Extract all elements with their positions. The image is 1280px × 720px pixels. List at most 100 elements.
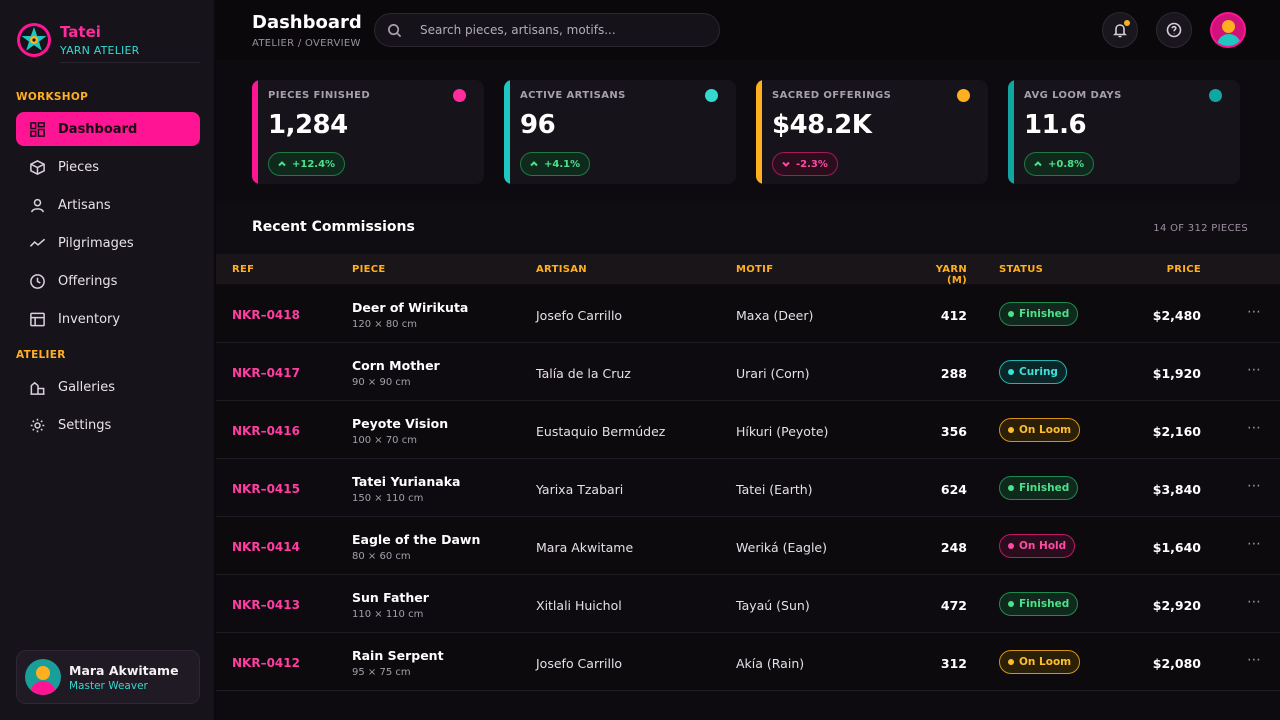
- grid-icon: [28, 120, 46, 138]
- row-ref[interactable]: NKR–0414: [232, 540, 300, 554]
- table-row[interactable]: NKR–0414 Eagle of the Dawn 80 × 60 cm Mara …: [216, 517, 1280, 575]
- user-name: Mara Akwitame: [69, 662, 179, 678]
- sidebar-item-label: Pilgrimages: [58, 235, 134, 251]
- more-options-icon[interactable]: ⋯: [1247, 536, 1261, 552]
- row-piece-name: Peyote Vision: [352, 416, 449, 431]
- sidebar-item-pilgrimages[interactable]: Pilgrimages: [16, 226, 200, 260]
- row-ref[interactable]: NKR–0412: [232, 656, 300, 670]
- help-button[interactable]: [1156, 12, 1192, 48]
- user-icon: [28, 196, 46, 214]
- brand[interactable]: Tatei YARN ATELIER: [0, 0, 214, 64]
- bell-icon: [1113, 24, 1127, 38]
- column-header-motif[interactable]: MOTIF: [736, 264, 774, 275]
- stat-card-sacred-offerings: SACRED OFFERINGS $48.2K -2.3%: [756, 80, 988, 184]
- more-options-icon[interactable]: ⋯: [1247, 420, 1261, 436]
- column-header-artisan[interactable]: ARTISAN: [536, 264, 587, 275]
- row-yarn: 288: [940, 366, 967, 381]
- row-ref[interactable]: NKR–0418: [232, 308, 300, 322]
- status-dot: [1008, 311, 1014, 317]
- trend-icon: [28, 234, 46, 252]
- stat-indicator-dot: [957, 89, 970, 102]
- row-motif: Maxa (Deer): [736, 308, 814, 323]
- sidebar-item-inventory[interactable]: Inventory: [16, 302, 200, 336]
- row-piece-dimensions: 150 × 110 cm: [352, 493, 424, 504]
- stat-card-pieces-finished: PIECES FINISHED 1,284 +12.4%: [252, 80, 484, 184]
- account-avatar[interactable]: [1210, 12, 1246, 48]
- row-yarn: 248: [940, 540, 967, 555]
- status-dot: [1008, 659, 1014, 665]
- sidebar-item-offerings[interactable]: Offerings: [16, 264, 200, 298]
- row-piece-name: Rain Serpent: [352, 648, 444, 663]
- column-header-yarn[interactable]: YARN (M): [935, 264, 967, 286]
- row-piece-dimensions: 100 × 70 cm: [352, 435, 417, 446]
- card-accent: [504, 80, 510, 184]
- arrow-up-icon: [278, 161, 286, 167]
- stat-delta-badge: +12.4%: [268, 152, 346, 176]
- status-badge: Finished: [999, 592, 1079, 616]
- row-artisan: Talía de la Cruz: [536, 366, 631, 381]
- main-content: Dashboard ATELIER / OVERVIEW PIECES FINI…: [216, 0, 1280, 720]
- arrow-up-icon: [530, 161, 538, 167]
- more-options-icon[interactable]: ⋯: [1247, 594, 1261, 610]
- stat-value: 11.6: [1024, 110, 1087, 140]
- row-ref[interactable]: NKR–0417: [232, 366, 300, 380]
- stat-delta-badge: +0.8%: [1024, 152, 1095, 176]
- row-piece-name: Deer of Wirikuta: [352, 300, 469, 315]
- table-row[interactable]: NKR–0415 Tatei Yurianaka 150 × 110 cm Yarix…: [216, 459, 1280, 517]
- stat-value: $48.2K: [772, 110, 872, 140]
- row-motif: Híkuri (Peyote): [736, 424, 829, 439]
- status-dot: [1008, 485, 1014, 491]
- stat-value: 96: [520, 110, 556, 140]
- table-row[interactable]: NKR–0418 Deer of Wirikuta 120 × 80 cm Josef…: [216, 285, 1280, 343]
- column-header-piece[interactable]: PIECE: [352, 264, 386, 275]
- status-badge: Finished: [999, 476, 1079, 500]
- sidebar-item-galleries[interactable]: Galleries: [16, 370, 200, 404]
- search-bar[interactable]: [374, 13, 720, 47]
- table-row[interactable]: NKR–0416 Peyote Vision 100 × 70 cm Eustaqui…: [216, 401, 1280, 459]
- top-bar: Dashboard ATELIER / OVERVIEW: [216, 0, 1280, 60]
- clock-icon: [28, 272, 46, 290]
- breadcrumb: ATELIER / OVERVIEW: [252, 38, 361, 49]
- column-header-status[interactable]: STATUS: [999, 264, 1044, 275]
- table-title: Recent Commissions: [252, 219, 415, 235]
- sidebar-item-pieces[interactable]: Pieces: [16, 150, 200, 184]
- status-label: On Hold: [1019, 540, 1067, 552]
- row-yarn: 472: [940, 598, 967, 613]
- search-input[interactable]: [420, 23, 710, 37]
- column-header-price[interactable]: PRICE: [1166, 264, 1201, 275]
- row-ref[interactable]: NKR–0415: [232, 482, 300, 496]
- status-label: Finished: [1019, 482, 1070, 494]
- gallery-icon: [28, 378, 46, 396]
- column-header-ref[interactable]: REF: [232, 264, 255, 275]
- more-options-icon[interactable]: ⋯: [1247, 652, 1261, 668]
- row-yarn: 356: [940, 424, 967, 439]
- more-options-icon[interactable]: ⋯: [1247, 478, 1261, 494]
- star-logo-icon: [17, 23, 51, 57]
- row-piece-dimensions: 80 × 60 cm: [352, 551, 411, 562]
- table-row[interactable]: NKR–0413 Sun Father 110 × 110 cm Xitlali Hu…: [216, 575, 1280, 633]
- table-icon: [28, 310, 46, 328]
- commissions-table: Recent Commissions 14 OF 312 PIECES REF …: [216, 204, 1280, 692]
- sidebar-item-settings[interactable]: Settings: [16, 408, 200, 442]
- sidebar-item-label: Galleries: [58, 379, 115, 395]
- row-ref[interactable]: NKR–0413: [232, 598, 300, 612]
- notifications-button[interactable]: [1102, 12, 1138, 48]
- sidebar-item-artisans[interactable]: Artisans: [16, 188, 200, 222]
- user-profile-card[interactable]: Mara Akwitame Master Weaver: [16, 650, 200, 704]
- sidebar-item-dashboard[interactable]: Dashboard: [16, 112, 200, 146]
- card-accent: [1008, 80, 1014, 184]
- nav-section-atelier: ATELIER: [16, 349, 66, 361]
- arrow-up-icon: [1034, 161, 1042, 167]
- help-icon: [1166, 22, 1182, 38]
- table-row[interactable]: NKR–0412 Rain Serpent 95 × 75 cm Josefo Car…: [216, 633, 1280, 691]
- stat-delta: -2.3%: [796, 158, 828, 170]
- more-options-icon[interactable]: ⋯: [1247, 362, 1261, 378]
- row-piece-dimensions: 110 × 110 cm: [352, 609, 424, 620]
- table-row[interactable]: NKR–0417 Corn Mother 90 × 90 cm Talía de la…: [216, 343, 1280, 401]
- row-price: $1,920: [1152, 366, 1201, 381]
- more-options-icon[interactable]: ⋯: [1247, 304, 1261, 320]
- row-piece-dimensions: 95 × 75 cm: [352, 667, 411, 678]
- stat-card-avg-loom-days: AVG LOOM DAYS 11.6 +0.8%: [1008, 80, 1240, 184]
- row-yarn: 412: [940, 308, 967, 323]
- row-ref[interactable]: NKR–0416: [232, 424, 300, 438]
